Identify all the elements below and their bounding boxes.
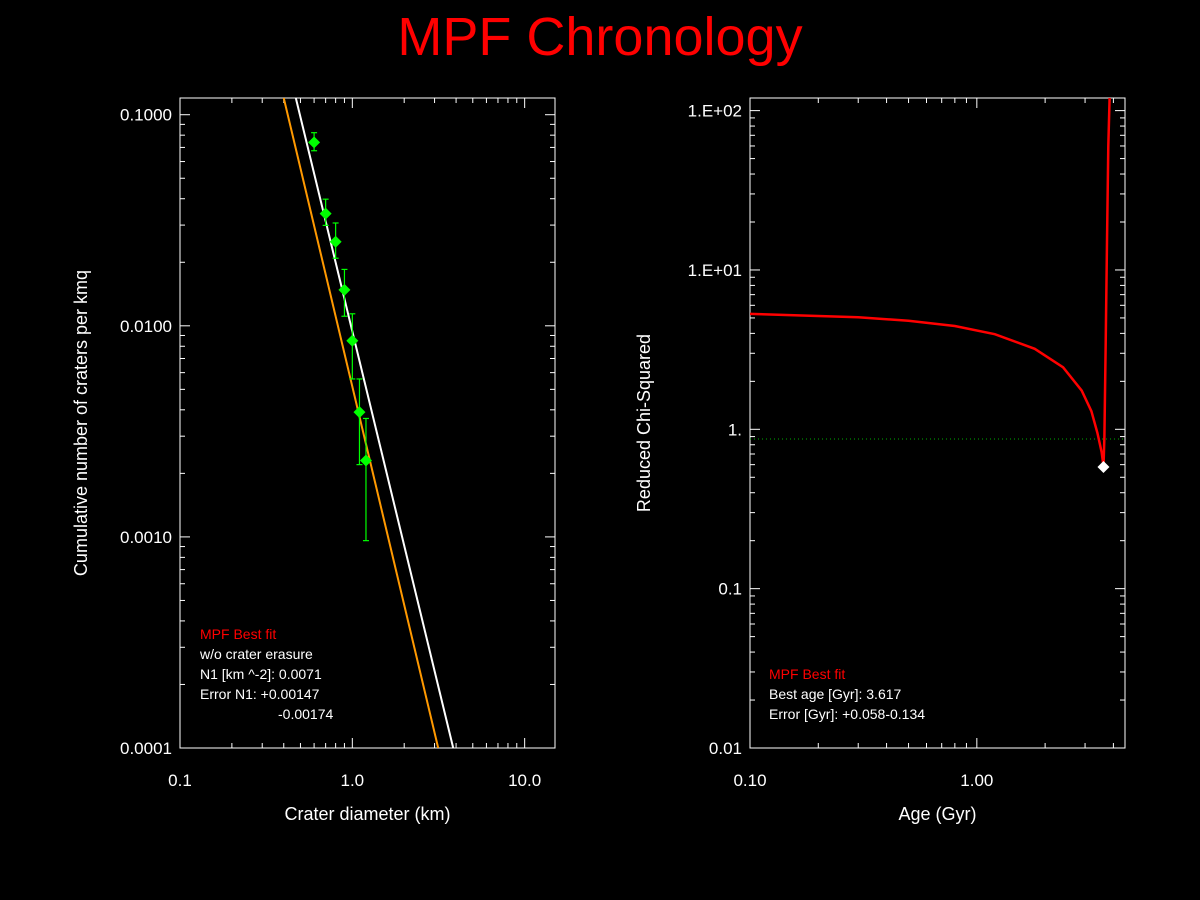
annotation-line: w/o crater erasure [199,646,313,662]
x-tick-label: 10.0 [508,771,541,790]
x-tick-label: 1.0 [341,771,365,790]
annotation-heading: MPF Best fit [200,626,276,642]
plot-frame [749,97,1126,749]
plot-data [750,98,1125,468]
y-tick-label: 1.E+02 [688,102,742,121]
panel-1 [179,97,556,749]
best-fit-marker [1097,461,1110,474]
y-tick-label: 0.1 [718,580,742,599]
annotation-line: Error [Gyr]: +0.058-0.134 [769,706,925,722]
fit-line [294,98,455,748]
y-tick-label: 0.1000 [120,106,172,125]
data-point [308,136,321,149]
annotation-line: -0.00174 [278,706,333,722]
page-title: MPF Chronology [397,7,803,67]
x-tick-label: 0.10 [733,771,766,790]
y-tick-label: 0.0100 [120,317,172,336]
panel-2 [749,97,1126,749]
annotation-heading: MPF Best fit [769,666,845,682]
annotation-line: Error N1: +0.00147 [200,686,320,702]
chi-squared-curve [750,98,1111,468]
annotation-line: Best age [Gyr]: 3.617 [769,686,902,702]
data-point [346,334,359,347]
y-tick-label: 0.0001 [120,739,172,758]
data-point [319,207,332,220]
y-tick-label: 0.01 [709,739,742,758]
x-tick-label: 0.1 [168,771,192,790]
annotation-line: N1 [km ^-2]: 0.0071 [200,666,322,682]
plot-data [282,98,455,748]
data-point [329,235,342,248]
data-point [353,406,366,419]
y-axis-label: Cumulative number of craters per kmq [71,270,91,576]
y-tick-label: 1. [728,420,742,439]
y-tick-label: 0.0010 [120,528,172,547]
plot-frame [179,97,556,749]
y-tick-label: 1.E+01 [688,261,742,280]
fit-line-no-erasure [282,98,440,748]
x-axis-label: Crater diameter (km) [284,804,450,824]
y-axis-label: Reduced Chi-Squared [634,334,654,512]
x-axis-label: Age (Gyr) [898,804,976,824]
x-tick-label: 1.00 [960,771,993,790]
data-point [359,454,372,467]
data-point [338,283,351,296]
